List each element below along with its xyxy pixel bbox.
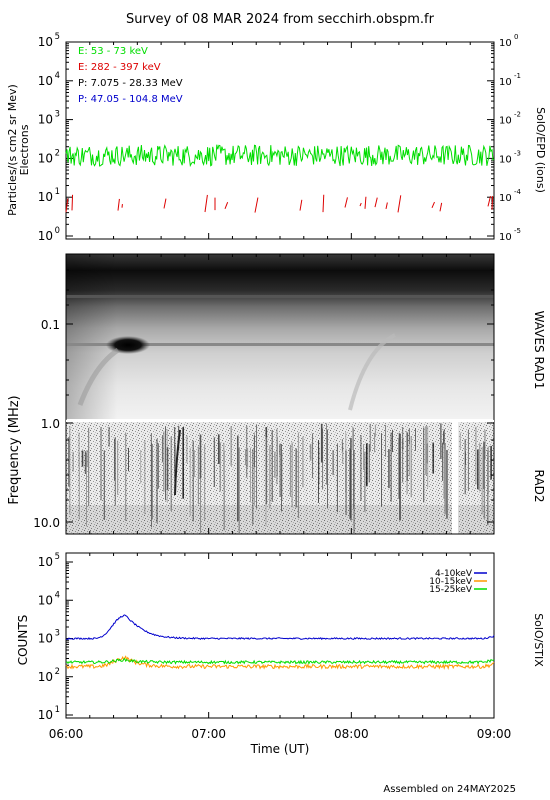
waves-rad1-spectrogram: [66, 254, 494, 419]
epd-red-segment: [254, 197, 259, 213]
y-tick-exponent: 4: [55, 589, 60, 599]
epd-plot-frame: [65, 41, 495, 240]
x-tick-label-0600: 06:00: [49, 727, 84, 741]
waves-ylabel: Frequency (MHz): [7, 395, 22, 504]
epd-legend-e2: E: 282 - 397 keV: [78, 62, 161, 73]
y-tick-exponent: -3: [514, 149, 521, 157]
y-tick-label: 10: [38, 593, 53, 607]
freq-tick-label: 1.0: [41, 417, 60, 431]
y-tick-exponent: 2: [55, 147, 60, 157]
waves-label-rad2: RAD2: [532, 470, 546, 503]
x-tick-label-0800: 08:00: [334, 727, 369, 741]
y-tick-label: 10: [38, 113, 53, 127]
epd-red-segment: [299, 199, 303, 211]
y-tick-label: 10: [38, 74, 53, 88]
epd-red-segment: [71, 194, 74, 211]
x-tick-label-0700: 07:00: [191, 727, 226, 741]
y-tick-exponent: 4: [55, 70, 60, 80]
waves-label-rad1: WAVES RAD1: [532, 311, 546, 390]
epd-red-segment: [359, 202, 362, 207]
epd-series-electrons-53-73: [65, 144, 495, 168]
epd-red-segment: [204, 194, 208, 213]
epd-red-segment: [364, 196, 367, 209]
epd-red-segment: [487, 196, 491, 207]
epd-series-electrons-282-397: [65, 194, 494, 213]
epd-ylabel-electrons: Electrons: [18, 124, 31, 175]
stix-series-15-25kev: [65, 657, 495, 665]
epd-red-segment: [431, 201, 435, 208]
x-axis-label: Time (UT): [250, 742, 310, 756]
y-tick-label: 10: [499, 116, 512, 127]
y-tick-exponent: -4: [514, 188, 522, 196]
freq-tick-label: 0.1: [41, 318, 60, 332]
stix-legend-10-15: 10-15keV: [429, 577, 473, 587]
y-tick-label: 10: [499, 232, 512, 243]
y-tick-label: 10: [38, 229, 53, 243]
stix-ylabel-right: SolO/STIX: [532, 613, 545, 667]
epd-red-segment: [163, 198, 167, 209]
y-tick-exponent: -1: [514, 72, 521, 80]
y-tick-label: 10: [38, 190, 53, 204]
y-tick-exponent: 2: [55, 666, 60, 676]
y-tick-label: 10: [38, 632, 53, 646]
stix-legend: 4-10keV 10-15keV 15-25keV: [429, 569, 487, 595]
epd-red-segment: [322, 194, 325, 213]
waves-panel: 0.1 1.0 10.0 Frequency (MHz) WAVES RAD1 RA…: [7, 253, 546, 535]
freq-tick-label: 10.0: [33, 516, 60, 530]
epd-red-segment: [439, 202, 443, 212]
y-tick-exponent: 1: [55, 186, 60, 196]
stix-legend-4-10: 4-10keV: [435, 569, 473, 579]
epd-red-segment: [117, 198, 120, 211]
y-tick-exponent: 5: [55, 551, 60, 561]
epd-red-segment: [344, 197, 348, 208]
y-tick-label: 10: [38, 35, 53, 49]
epd-ylabel-particles: Particles/(s cm2 sr Mev): [6, 84, 19, 216]
y-tick-label: 10: [38, 151, 53, 165]
epd-red-segment: [491, 196, 494, 210]
y-tick-exponent: 1: [55, 704, 60, 714]
waves-rad2-spectrogram: [66, 422, 494, 534]
y-tick-label: 10: [38, 708, 53, 722]
y-tick-exponent: 0: [55, 225, 60, 235]
epd-red-segment: [385, 202, 388, 210]
stix-ylabel: COUNTS: [16, 615, 30, 666]
epd-ylabel-right: SolO/EPD (ions): [534, 107, 547, 193]
y-tick-exponent: 5: [55, 31, 60, 41]
figure-title: Survey of 08 MAR 2024 from secchirh.obsp…: [126, 12, 435, 27]
stix-legend-15-25: 15-25keV: [429, 585, 473, 595]
stix-series-4-10kev: [66, 614, 495, 641]
epd-legend-p2: P: 47.05 - 104.8 MeV: [78, 94, 183, 105]
epd-legend-p1: P: 7.075 - 28.33 MeV: [78, 78, 183, 89]
epd-legend-e1: E: 53 - 73 keV: [78, 46, 148, 57]
y-tick-exponent: -5: [514, 227, 521, 235]
y-tick-label: 10: [499, 193, 512, 204]
y-tick-exponent: 0: [514, 33, 518, 41]
y-tick-exponent: 3: [55, 628, 60, 638]
epd-red-segment: [224, 202, 229, 209]
waves-frequency-axis: 0.1 1.0 10.0: [33, 269, 494, 530]
y-tick-exponent: 3: [55, 109, 60, 119]
y-tick-exponent: -2: [514, 111, 521, 119]
y-tick-label: 10: [499, 77, 512, 88]
y-tick-label: 10: [499, 38, 512, 49]
time-axis: 06:00 07:00 08:00 09:00: [49, 42, 512, 741]
y-tick-label: 10: [38, 670, 53, 684]
y-tick-label: 10: [38, 555, 53, 569]
epd-red-segment: [397, 195, 402, 213]
footer-assembled: Assembled on 24MAY2025: [383, 784, 516, 795]
epd-red-segment: [65, 198, 69, 213]
epd-red-segment: [374, 197, 378, 208]
x-tick-label-0900: 09:00: [477, 727, 512, 741]
epd-legend: E: 53 - 73 keV E: 282 - 397 keV P: 7.075…: [78, 46, 183, 105]
y-tick-label: 10: [499, 154, 512, 165]
